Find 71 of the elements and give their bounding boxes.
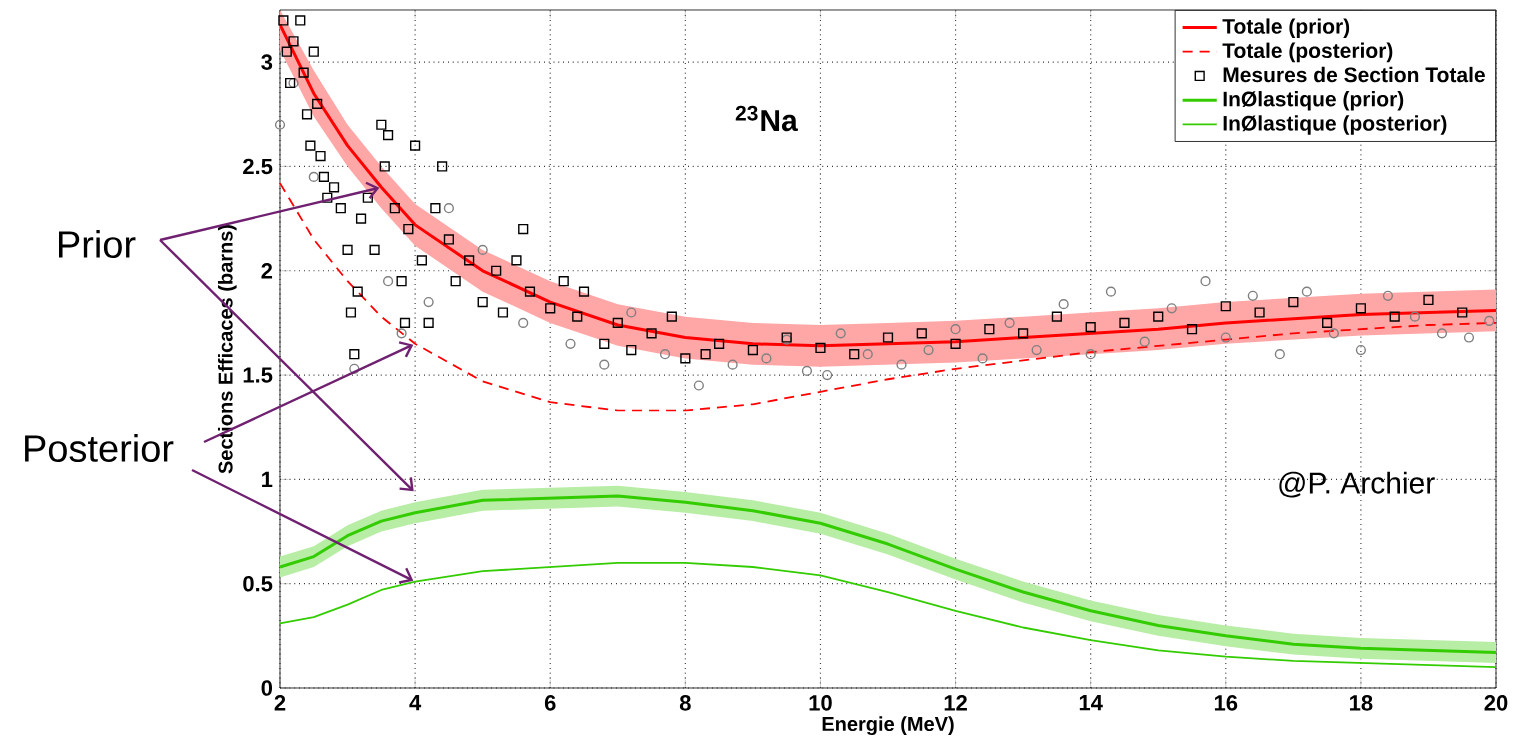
x-tick-label: 12	[944, 695, 967, 711]
point	[761, 353, 772, 364]
point	[1200, 276, 1211, 287]
point	[1247, 290, 1258, 301]
y-tick-label: 2.5	[243, 158, 273, 175]
y-tick-label: 1	[262, 471, 273, 487]
point	[727, 359, 738, 370]
annotation: Posterior	[25, 434, 174, 462]
x-tick-label: 16	[1214, 695, 1238, 711]
point	[1220, 332, 1231, 343]
x-tick-label: 14	[1079, 695, 1103, 711]
x-tick-label: 2	[274, 695, 286, 711]
point	[1058, 299, 1069, 310]
point	[1031, 344, 1042, 356]
point	[1274, 349, 1285, 360]
point	[822, 369, 833, 381]
point	[599, 359, 610, 370]
x-tick-label: 20	[1484, 695, 1508, 711]
point	[1484, 315, 1495, 326]
point	[423, 296, 434, 308]
legend-label: Mesures de Section Totale	[1223, 66, 1485, 83]
point	[565, 338, 576, 349]
point	[626, 307, 637, 318]
x-tick-label: 4	[409, 695, 422, 711]
point	[518, 317, 529, 329]
point	[1463, 332, 1475, 343]
point	[659, 349, 671, 360]
point	[1085, 349, 1096, 360]
point	[1166, 303, 1177, 314]
point	[477, 244, 488, 255]
point	[443, 203, 454, 214]
point	[862, 349, 873, 360]
y-axis-title: Sections Efficaces (barns)	[217, 224, 237, 474]
point	[349, 363, 360, 374]
annotation: Prior	[58, 230, 136, 258]
y-tick-label: 1.5	[243, 367, 273, 383]
point	[801, 365, 813, 376]
x-tick-label: 18	[1350, 695, 1373, 711]
point	[1436, 328, 1448, 339]
y-tick-label: 0.5	[243, 575, 273, 592]
point	[1139, 336, 1150, 347]
point	[1105, 286, 1117, 297]
point	[923, 344, 934, 356]
point	[1301, 286, 1312, 297]
point	[1409, 311, 1421, 322]
point	[835, 328, 846, 339]
point	[693, 380, 704, 391]
point	[308, 171, 319, 182]
y-tick-label: 3	[261, 54, 273, 70]
legend-label: InØlastique (posterior)	[1223, 115, 1447, 135]
point	[1328, 328, 1339, 339]
y-tick-label: 0	[261, 680, 273, 696]
annotation: $^{23}$Na	[735, 105, 798, 132]
point	[896, 359, 907, 370]
point	[1004, 317, 1015, 329]
x-tick-label: 10	[809, 695, 832, 711]
point	[1355, 344, 1366, 356]
point	[382, 276, 394, 287]
y-tick-label: 2	[261, 263, 273, 279]
annotation: @P. Archier	[1279, 471, 1435, 498]
point	[1382, 290, 1394, 301]
x-axis-title: Energie (MeV)	[822, 716, 954, 736]
point	[396, 328, 407, 339]
legend-label: InØlastique (prior)	[1223, 91, 1404, 111]
x-tick-label: 6	[544, 695, 556, 711]
point	[950, 324, 961, 335]
point	[977, 353, 988, 364]
x-tick-label: 8	[679, 695, 691, 711]
point	[274, 119, 286, 130]
text: Totale (prior)	[1222, 18, 1350, 38]
legend-label: Totale (posterior)	[1222, 42, 1393, 63]
